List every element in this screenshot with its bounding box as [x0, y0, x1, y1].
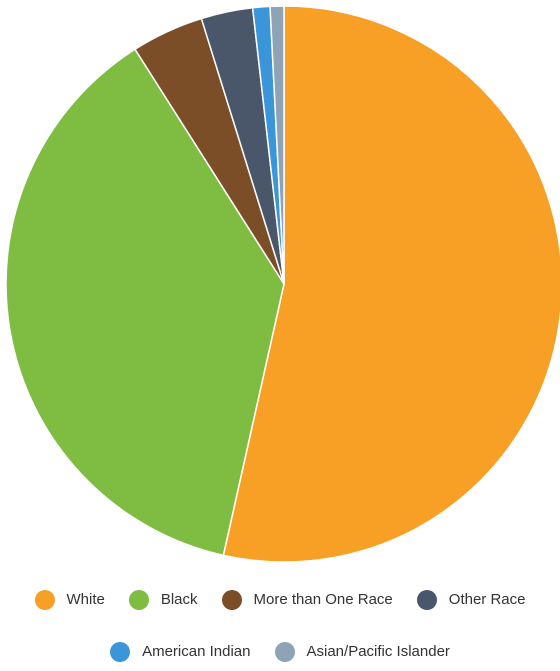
legend: White Black More than One Race Other Rac…: [0, 590, 560, 662]
legend-item-white[interactable]: White: [34, 590, 105, 610]
legend-label-other-race: Other Race: [448, 591, 526, 608]
pie-slice-white[interactable]: [222, 5, 560, 563]
legend-item-asian-pacific-islander[interactable]: Asian/Pacific Islander: [274, 642, 450, 662]
legend-label-asian-pacific-islander: Asian/Pacific Islander: [306, 643, 450, 660]
legend-swatch-black: [128, 590, 149, 610]
legend-item-black[interactable]: Black: [128, 590, 198, 610]
legend-label-american-indian: American Indian: [142, 643, 251, 660]
legend-item-other-race[interactable]: Other Race: [416, 590, 526, 610]
legend-label-white: White: [66, 591, 105, 608]
legend-swatch-american-indian: [110, 642, 131, 662]
legend-label-more-than-one-race: More than One Race: [253, 591, 393, 608]
legend-swatch-white: [34, 590, 55, 610]
legend-swatch-more-than-one-race: [221, 590, 242, 610]
pie-slice-asian-pacific-islander[interactable]: [269, 5, 285, 285]
legend-item-american-indian[interactable]: American Indian: [110, 642, 251, 662]
legend-swatch-asian-pacific-islander: [274, 642, 295, 662]
pie-plot: [5, 5, 560, 563]
legend-item-more-than-one-race[interactable]: More than One Race: [221, 590, 393, 610]
legend-swatch-other-race: [416, 590, 437, 610]
legend-label-black: Black: [160, 591, 198, 608]
